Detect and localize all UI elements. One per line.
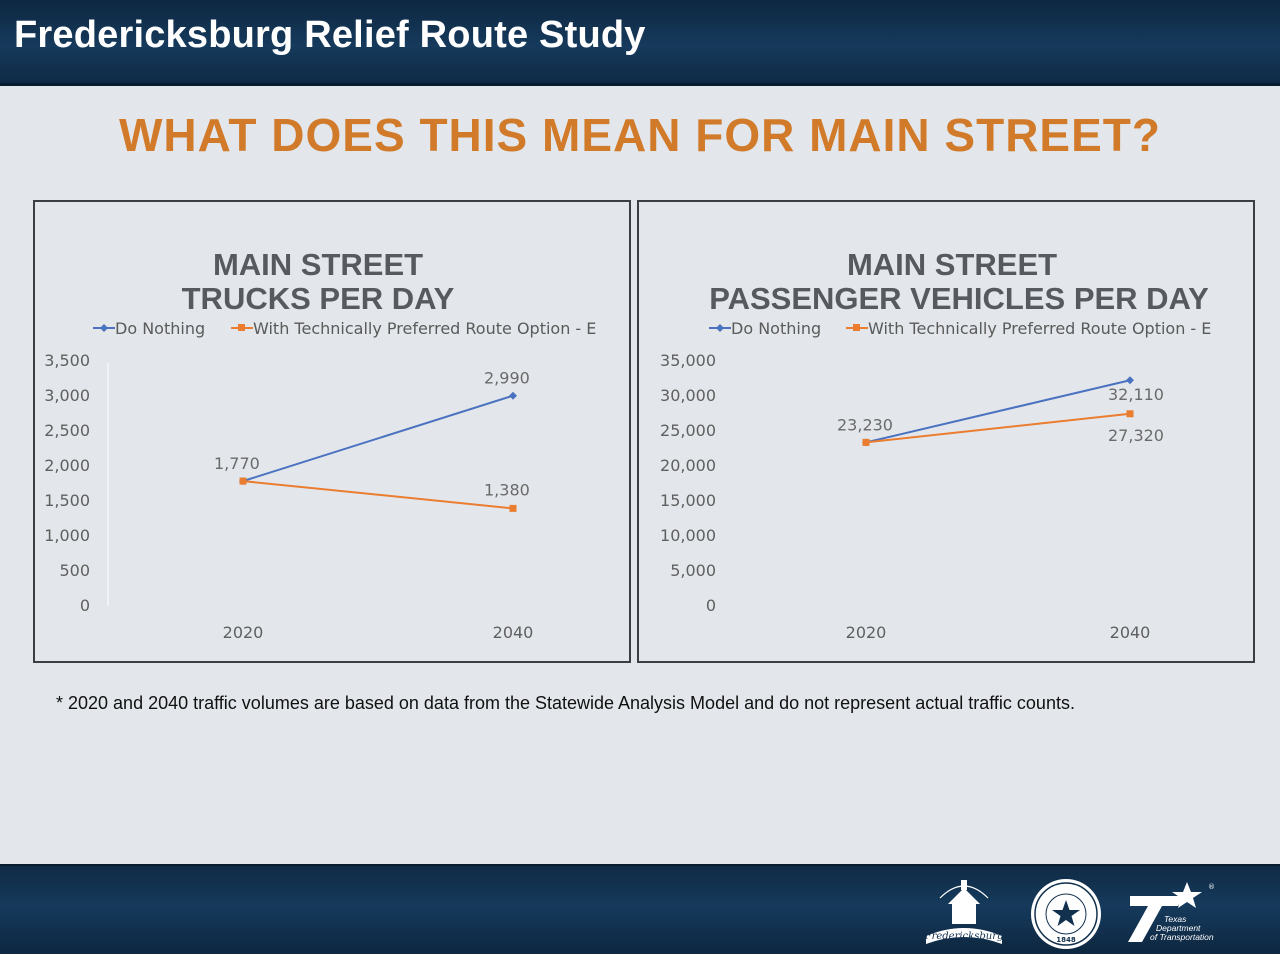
y-tick-label: 1,500 [44,491,90,510]
legend-with-route: With Technically Preferred Route Option … [253,319,596,338]
x-tick-label: 2040 [1110,623,1151,642]
data-label: 1,770 [214,454,260,473]
data-label: 32,110 [1108,385,1164,404]
legend-do-nothing: Do Nothing [115,319,205,338]
txdot-line3: of Transportation [1150,932,1214,942]
y-tick-label: 5,000 [670,561,716,580]
seal-year: 1848 [1056,936,1076,944]
y-tick-label: 2,500 [44,421,90,440]
y-tick-label: 15,000 [660,491,716,510]
trucks-chart: MAIN STREET TRUCKS PER DAY Do Nothing Wi… [44,247,596,642]
legend-marker-square [853,324,860,331]
chart-title-line2: TRUCKS PER DAY [182,281,455,316]
txdot-t-bar-icon [1130,896,1184,906]
point-marker [862,438,870,446]
data-label: 27,320 [1108,426,1164,445]
trucks-chart-panel: MAIN STREET TRUCKS PER DAY Do Nothing Wi… [33,200,631,663]
chart-title-line2: PASSENGER VEHICLES PER DAY [709,281,1209,316]
header-bar: Fredericksburg Relief Route Study [0,0,1280,86]
series-line-do-nothing [242,394,514,483]
y-tick-label: 3,500 [44,351,90,370]
y-tick-label: 3,000 [44,386,90,405]
footer-bar: Fredericksburg 1848 ® Texas Department o… [0,864,1280,954]
footnote: * 2020 and 2040 traffic volumes are base… [56,693,1075,713]
txdot-line1: Texas [1164,914,1187,924]
city-logo-text: Fredericksburg [924,931,1004,942]
point-marker [1126,410,1134,418]
x-tick-label: 2020 [846,623,887,642]
y-tick-label: 30,000 [660,386,716,405]
series-line-with-route [242,480,514,510]
data-label: 23,230 [837,415,893,434]
series-group [239,391,517,512]
y-axis: 0 5,000 10,000 15,000 20,000 25,000 30,000 35,0… [660,351,716,615]
gillespie-county-seal-logo: 1848 [1031,879,1101,949]
y-tick-label: 1,000 [44,526,90,545]
y-tick-label: 0 [80,596,90,615]
page-title: Fredericksburg Relief Route Study [14,14,646,56]
txdot-line2: Department [1156,923,1201,933]
y-tick-label: 0 [706,596,716,615]
seal-inner-ring-icon [1045,893,1087,935]
x-tick-label: 2020 [223,623,264,642]
star-icon [1052,900,1080,926]
chart-title-line1: MAIN STREET [213,247,423,282]
x-axis: 2020 2040 [846,623,1151,642]
y-axis: 0 500 1,000 1,500 2,000 2,500 3,000 3,500 [44,351,90,615]
txdot-logo: ® Texas Department of Transportation [1128,882,1215,942]
point-marker [1126,376,1134,385]
chart-legend: Do Nothing With Technically Preferred Ro… [93,319,596,338]
txdot-t-stem-icon [1128,906,1162,942]
y-tick-label: 10,000 [660,526,716,545]
data-labels: 1,770 2,990 1,380 [214,369,530,500]
registered-mark: ® [1208,883,1215,891]
txdot-star-icon [1172,882,1202,908]
chart-title-line1: MAIN STREET [847,247,1057,282]
x-tick-label: 2040 [493,623,534,642]
cupola-icon [961,880,967,890]
legend-do-nothing: Do Nothing [731,319,821,338]
roof-icon [948,888,980,904]
y-tick-label: 35,000 [660,351,716,370]
point-marker [239,477,247,485]
y-tick-label: 25,000 [660,421,716,440]
data-label: 2,990 [484,369,530,388]
legend-marker-diamond [100,324,108,332]
chart-legend: Do Nothing With Technically Preferred Ro… [709,319,1211,338]
data-labels: 23,230 32,110 27,320 [837,385,1164,445]
legend-marker-diamond [716,324,724,332]
building-icon [952,902,976,924]
legend-marker-square [238,324,245,331]
city-of-fredericksburg-logo: Fredericksburg [924,880,1004,944]
point-marker [509,391,517,400]
ribbon-icon [926,928,1002,944]
series-group [862,376,1134,447]
point-marker [509,504,517,512]
series-line-do-nothing [865,379,1131,444]
slide-headline: WHAT DOES THIS MEAN FOR MAIN STREET? [118,109,1161,161]
y-tick-label: 500 [59,561,90,580]
passenger-chart-panel: MAIN STREET PASSENGER VEHICLES PER DAY D… [637,200,1255,663]
y-tick-label: 20,000 [660,456,716,475]
x-axis: 2020 2040 [223,623,534,642]
y-tick-label: 2,000 [44,456,90,475]
data-label: 1,380 [484,480,530,499]
legend-with-route: With Technically Preferred Route Option … [868,319,1211,338]
seal-ring-icon [1034,882,1098,946]
series-line-with-route [865,412,1131,444]
passenger-chart: MAIN STREET PASSENGER VEHICLES PER DAY D… [660,247,1211,642]
